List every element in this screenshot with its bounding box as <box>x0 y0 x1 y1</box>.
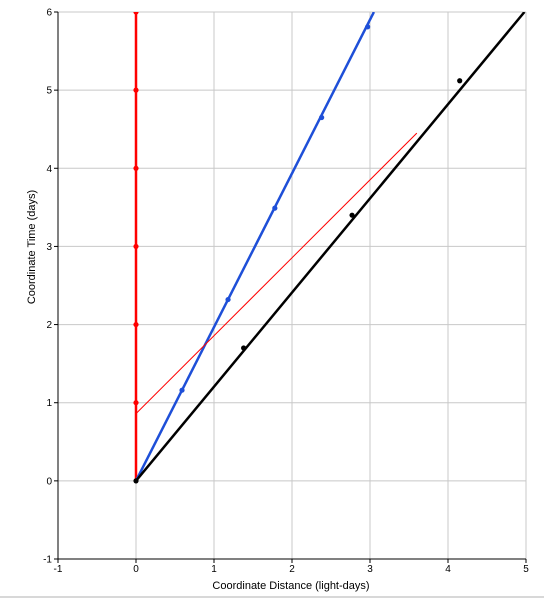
y-tick-label: 0 <box>46 476 52 487</box>
y-tick-label: 2 <box>46 320 52 331</box>
plot-series <box>133 12 526 484</box>
series-0-point <box>133 400 139 406</box>
x-axis-title: Coordinate Distance (light-days) <box>212 580 369 592</box>
series-2-point <box>457 78 463 84</box>
series-2-point <box>133 478 139 484</box>
series-0-point <box>133 12 139 15</box>
y-tick-label: 3 <box>46 242 52 253</box>
series-0-point <box>133 321 139 328</box>
y-axis-title: Coordinate Time (days) <box>26 190 38 304</box>
x-tick-label: 4 <box>445 564 451 575</box>
x-tick-label: 2 <box>289 564 295 575</box>
y-tick-label: 4 <box>46 164 52 175</box>
series-0-point <box>133 243 139 250</box>
series-1-point <box>319 114 325 121</box>
y-tick-label: 6 <box>46 8 52 19</box>
x-tick-label: 0 <box>133 564 139 575</box>
x-tick-label: 5 <box>523 564 529 575</box>
series-1-line <box>134 12 376 482</box>
series-0-point <box>133 87 139 93</box>
series-1-point <box>365 24 371 30</box>
series-1-point <box>272 205 278 211</box>
tick-labels: -1 0 1 2 3 4 5 -1 0 1 2 3 4 5 6 <box>43 8 529 576</box>
x-tick-label: 3 <box>367 564 373 575</box>
series-1-point <box>225 296 231 303</box>
y-tick-label: 1 <box>46 398 52 409</box>
y-tick-label: 5 <box>46 86 52 97</box>
series-1-point <box>179 387 185 393</box>
y-tick-label: -1 <box>43 555 52 566</box>
series-2-point <box>241 345 247 351</box>
axes <box>54 11 527 563</box>
x-tick-label: -1 <box>54 564 63 575</box>
series-2-line <box>135 12 526 482</box>
series-2-point <box>349 212 355 218</box>
series-3-line <box>135 132 418 415</box>
x-tick-label: 1 <box>211 564 217 575</box>
series-0-point <box>133 165 139 171</box>
